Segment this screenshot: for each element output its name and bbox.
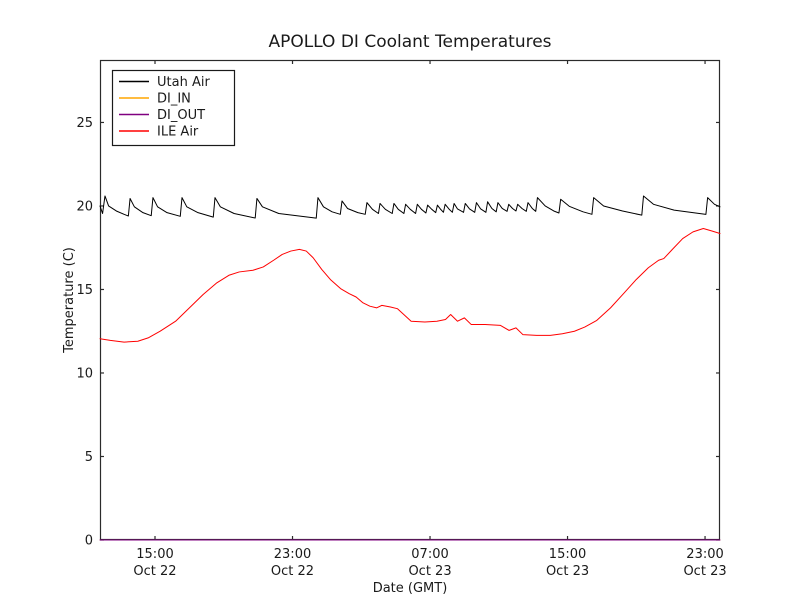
chart-title: APOLLO DI Coolant Temperatures (268, 32, 551, 52)
series-lines (99, 195, 721, 541)
legend-label-di-out: DI_OUT (157, 108, 205, 123)
x-tick-label-time: 23:00 (686, 547, 723, 562)
y-axis-label: Temperature (C) (62, 247, 77, 354)
y-tick-label: 10 (76, 366, 93, 381)
legend-label-di-in: DI_IN (157, 92, 191, 107)
series-line-utah-air (99, 195, 721, 219)
legend-label-utah-air: Utah Air (157, 75, 210, 90)
legend-label-ile-air: ILE Air (157, 125, 199, 140)
x-tick-label-time: 23:00 (274, 547, 311, 562)
x-tick-label-date: Oct 23 (408, 564, 451, 579)
series-line-ile-air (99, 228, 721, 343)
legend-border (111, 69, 236, 147)
legend: Utah Air DI_IN DI_OUT ILE Air (111, 69, 236, 147)
y-tick-label: 25 (76, 116, 93, 131)
tick-labels: 15:00 Oct 22 23:00 Oct 22 07:00 Oct 23 15:00 Oc… (76, 116, 726, 579)
y-tick-label: 0 (85, 534, 93, 549)
x-axis-label: Date (GMT) (373, 581, 448, 596)
y-tick-label: 5 (85, 450, 93, 465)
y-tick-label: 15 (76, 283, 93, 298)
x-tick-label-time: 07:00 (411, 547, 448, 562)
x-tick-label-date: Oct 23 (546, 564, 589, 579)
x-tick-label-time: 15:00 (549, 547, 586, 562)
x-tick-label-date: Oct 22 (133, 564, 176, 579)
x-tick-label-time: 15:00 (136, 547, 173, 562)
x-tick-label-date: Oct 22 (271, 564, 314, 579)
x-tick-label-date: Oct 23 (683, 564, 726, 579)
y-tick-label: 20 (76, 199, 93, 214)
